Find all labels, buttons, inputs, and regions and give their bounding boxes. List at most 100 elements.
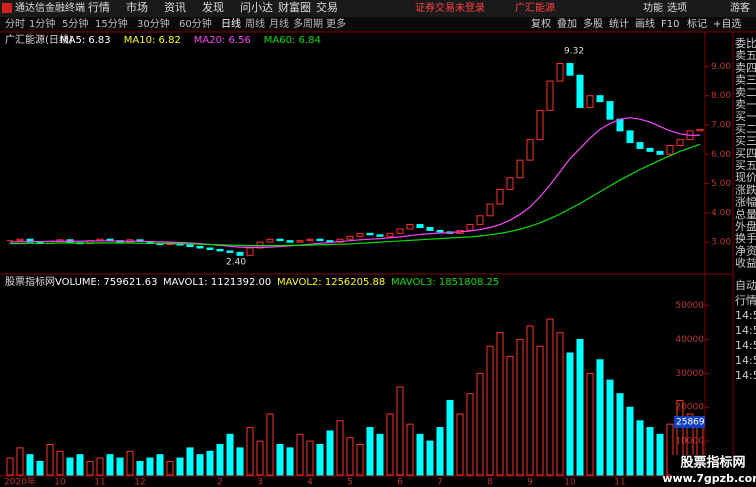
volume-bar xyxy=(176,457,184,476)
volume-bar xyxy=(306,440,314,476)
volume-bar xyxy=(666,423,674,476)
volume-bar xyxy=(426,440,434,476)
tick-time: 14:50 xyxy=(735,354,756,367)
candle xyxy=(316,238,324,242)
x-tick-label: 3 xyxy=(257,478,263,487)
period-tab[interactable]: 15分钟 xyxy=(95,17,128,30)
candle xyxy=(546,80,554,111)
volume-bar xyxy=(216,444,224,476)
period-tab[interactable]: 分时 xyxy=(5,18,25,30)
period-tab[interactable]: 1分钟 xyxy=(29,17,55,30)
candle xyxy=(466,224,474,231)
menu-right[interactable]: 功能 xyxy=(643,1,663,14)
chart-title: 广汇能源(日线) xyxy=(5,33,73,46)
period-tab[interactable]: 5分钟 xyxy=(62,17,88,30)
menu-item[interactable]: 发现 xyxy=(202,0,224,14)
volume-bar xyxy=(86,460,94,476)
menu-item[interactable]: 市场 xyxy=(126,0,148,14)
candle xyxy=(226,250,234,253)
candle xyxy=(586,95,594,108)
candle xyxy=(656,150,664,155)
user[interactable]: 游客 xyxy=(730,1,750,14)
x-tick-label: 7 xyxy=(437,478,443,487)
volume-bar xyxy=(316,444,324,476)
volume-bar xyxy=(6,457,14,476)
volume-bar xyxy=(126,450,134,476)
quote-label: 委比 xyxy=(735,37,756,50)
candle xyxy=(286,240,294,243)
candle xyxy=(526,139,534,161)
menu-item[interactable]: 资讯 xyxy=(164,1,186,14)
volume-bar xyxy=(506,355,514,476)
volume-bar xyxy=(66,457,74,476)
volume-bar xyxy=(396,386,404,476)
candle xyxy=(396,228,404,234)
volume-bar xyxy=(536,345,544,476)
candle xyxy=(576,74,584,108)
tool-button[interactable]: 多股 xyxy=(583,17,603,30)
quote-label: 买一 xyxy=(735,110,756,123)
period-tab[interactable]: 月线 xyxy=(269,17,289,30)
menu-right[interactable]: 选项 xyxy=(667,1,687,14)
price-box-label: 25869 xyxy=(676,418,705,428)
notice[interactable]: 证券交易未登录 xyxy=(415,1,485,14)
candle xyxy=(366,232,374,236)
quote-label: 收益 xyxy=(735,256,756,270)
candle xyxy=(186,244,194,248)
tool-button[interactable]: 画线 xyxy=(635,17,655,30)
app-logo xyxy=(2,3,12,13)
stock-name[interactable]: 广汇能源 xyxy=(515,1,555,14)
candle xyxy=(666,145,674,155)
candle xyxy=(506,177,514,190)
quote-label: 总量 xyxy=(735,207,756,221)
x-tick-label: 11 xyxy=(94,478,105,487)
menu-item[interactable]: 交易 xyxy=(316,0,338,14)
volume-bar xyxy=(16,447,24,476)
tool-button[interactable]: +自选 xyxy=(713,17,741,30)
ma-legend: MA60: 6.84 xyxy=(264,35,321,46)
volume-bar xyxy=(626,406,634,476)
tool-button[interactable]: 统计 xyxy=(609,17,629,30)
period-tab[interactable]: 日线 xyxy=(221,17,241,30)
tool-button[interactable]: 复权 xyxy=(531,17,551,30)
high-label: 9.32 xyxy=(564,47,584,57)
menu-item[interactable]: 问小达 xyxy=(240,1,273,14)
tick-time: 行情 xyxy=(735,294,756,307)
candle xyxy=(306,238,314,242)
period-tab[interactable]: 30分钟 xyxy=(137,17,170,30)
y-tick-label: 40000 xyxy=(675,335,704,345)
volume-bar xyxy=(646,427,654,476)
volume-bar xyxy=(96,457,104,476)
quote-label: 卖一 xyxy=(735,98,756,111)
low-label: 2.40 xyxy=(226,258,246,268)
volume-bar xyxy=(416,433,424,476)
period-tab[interactable]: 周线 xyxy=(245,17,265,30)
tool-button[interactable]: 叠加 xyxy=(557,18,577,30)
y-tick-label: 30000 xyxy=(675,369,704,379)
period-tab[interactable]: 60分钟 xyxy=(179,17,212,30)
candle xyxy=(676,139,684,147)
volume-bar xyxy=(636,420,644,476)
x-tick-label: 5 xyxy=(347,478,353,487)
candle xyxy=(646,147,654,152)
quote-label: 现价 xyxy=(735,171,756,184)
quote-label: 卖二 xyxy=(735,86,756,99)
quote-label: 买四 xyxy=(735,147,756,160)
volume-bar xyxy=(546,318,554,476)
tool-button[interactable]: F10 xyxy=(661,19,679,30)
tick-time: 自动 xyxy=(735,279,756,292)
volume-bar xyxy=(356,444,364,476)
menu-item[interactable]: 行情 xyxy=(88,1,110,14)
y-tick-label: 50000 xyxy=(675,301,704,311)
period-tab[interactable]: 更多 xyxy=(326,17,346,30)
tool-button[interactable]: 标记 xyxy=(687,18,707,30)
x-tick-label: 12 xyxy=(134,478,145,487)
menu-item[interactable]: 财富圈 xyxy=(278,0,311,14)
ma-legend: MA5: 6.83 xyxy=(60,35,111,46)
vol-legend: MAVOL2: 1256205.88 xyxy=(277,277,385,288)
candle xyxy=(16,238,24,242)
period-tab[interactable]: 多周期 xyxy=(293,17,323,30)
candle xyxy=(536,109,544,141)
x-tick-label: 10 xyxy=(54,478,66,487)
